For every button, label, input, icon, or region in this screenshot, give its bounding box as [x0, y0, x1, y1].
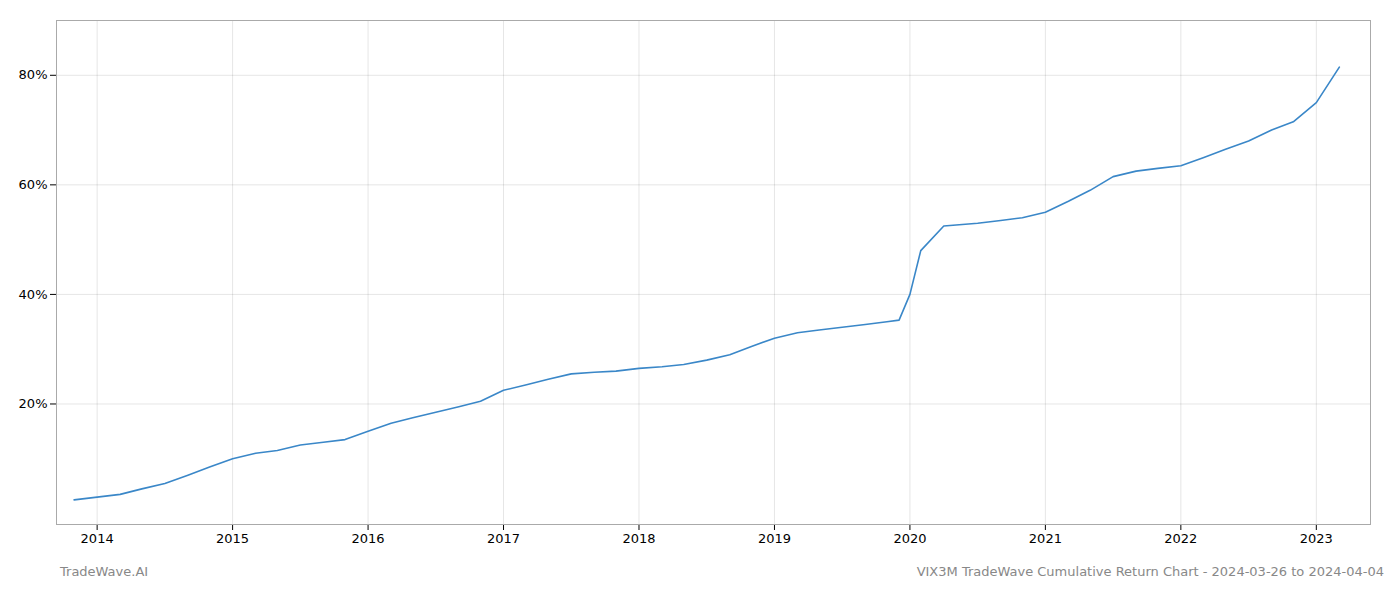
svg-text:2020: 2020: [893, 531, 926, 546]
svg-text:2015: 2015: [216, 531, 249, 546]
svg-text:2021: 2021: [1029, 531, 1062, 546]
svg-text:60%: 60%: [19, 177, 48, 192]
svg-text:2023: 2023: [1300, 531, 1333, 546]
html-text:TradeWave.AI: TradeWave.AI: [60, 564, 149, 579]
svg-text:2016: 2016: [352, 531, 385, 546]
svg-text:2014: 2014: [81, 531, 114, 546]
svg-text:80%: 80%: [19, 67, 48, 82]
html-text:VIX3M TradeWave Cumulative Ret: VIX3M TradeWave Cumulative Return Chart …: [916, 564, 1384, 579]
svg-text:2022: 2022: [1164, 531, 1197, 546]
svg-text:2017: 2017: [487, 531, 520, 546]
svg-text:2019: 2019: [758, 531, 791, 546]
svg-text:40%: 40%: [19, 287, 48, 302]
svg-text:2018: 2018: [622, 531, 655, 546]
svg-text:20%: 20%: [19, 396, 48, 411]
